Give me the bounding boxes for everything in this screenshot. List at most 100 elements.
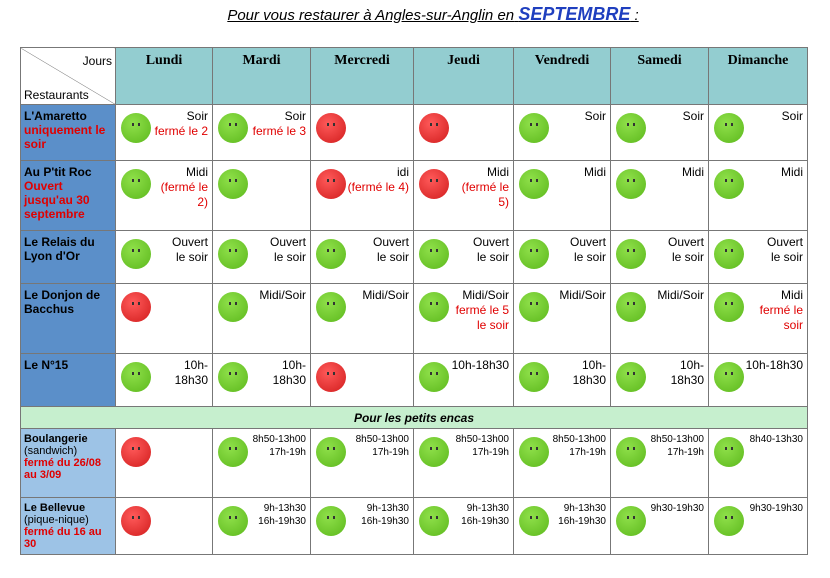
day-cell: Midi/Soir: [513, 283, 611, 354]
hours: Ouvert: [766, 235, 803, 249]
closing-note: fermé le 2: [154, 124, 208, 138]
restaurant-cell: Au P'tit Roc Ouvert jusqu'au 30 septembre: [20, 160, 116, 231]
hours: 10h-18h30: [670, 358, 704, 387]
cell-text: Midi: [611, 161, 708, 180]
hours: 16h-19h30: [361, 516, 409, 527]
day-cell: [115, 497, 213, 555]
hours: 9h-13h30: [466, 503, 509, 514]
cell-text: Ouvert le soir: [414, 231, 513, 265]
cell-text: Ouvert le soir: [709, 231, 807, 265]
restaurant-name: Le Donjon de Bacchus: [24, 288, 100, 316]
snack-note: fermé du 26/08 au 3/09: [24, 457, 102, 481]
closed-icon: [316, 362, 346, 392]
day-cell: 8h50-13h00 17h-19h: [212, 428, 311, 498]
hours: le soir: [175, 250, 208, 264]
hours: 17h-19h: [269, 447, 306, 458]
day-header: Lundi: [115, 47, 213, 105]
open-icon: [714, 437, 744, 467]
cell-text: 9h-13h30 16h-19h30: [414, 498, 513, 528]
open-icon: [218, 239, 248, 269]
hours: 16h-19h30: [558, 516, 606, 527]
day-cell: Midi/Soir: [310, 283, 414, 354]
hours: Soir: [781, 109, 803, 123]
cell-text: Midi/Soir: [514, 284, 610, 303]
open-icon: [519, 239, 549, 269]
cell-text: Ouvert le soir: [611, 231, 708, 265]
day-cell: [115, 283, 213, 354]
hours: 9h-13h30: [263, 503, 306, 514]
open-icon: [519, 437, 549, 467]
restaurant-note: Ouvert jusqu'au 30 septembre: [24, 179, 90, 221]
closing-note: fermé le 5 le soir: [455, 303, 509, 332]
restaurant-name: Le N°15: [24, 358, 69, 372]
day-cell: 8h50-13h00 17h-19h: [413, 428, 514, 498]
cell-text: 9h30-19h30: [611, 498, 708, 515]
restaurant-row: L'Amaretto uniquement le soir Soir fermé le…: [20, 104, 808, 161]
cell-text: 9h-13h30 16h-19h30: [213, 498, 310, 528]
cell-text: 10h-18h30: [414, 354, 513, 373]
hours: 8h50-13h00: [455, 434, 509, 445]
open-icon: [316, 292, 346, 322]
open-icon: [519, 506, 549, 536]
restaurant-row: Le N°15 10h-18h30 10h-18h30 10h-18h30 10h-18…: [20, 353, 808, 407]
day-cell: 9h30-19h30: [610, 497, 709, 555]
snack-name: Le Bellevue: [24, 502, 86, 514]
cell-text: 10h-18h30: [514, 354, 610, 388]
corner-cell: Jours Restaurants: [20, 47, 116, 105]
cell-text: [414, 105, 513, 109]
day-cell: Soir: [610, 104, 709, 161]
hours: 10h-18h30: [451, 358, 509, 372]
day-cell: [310, 104, 414, 161]
snack-note: fermé du 16 au 30: [24, 526, 102, 550]
open-icon: [616, 169, 646, 199]
day-cell: 10h-18h30: [708, 353, 808, 407]
closed-icon: [316, 169, 346, 199]
open-icon: [419, 292, 449, 322]
day-cell: Midi/Soir: [610, 283, 709, 354]
day-cell: Soir: [513, 104, 611, 161]
day-cell: Ouvert le soir: [115, 230, 213, 284]
restaurant-row: Au P'tit Roc Ouvert jusqu'au 30 septembre…: [20, 160, 808, 231]
closing-note: fermé le soir: [759, 303, 803, 332]
closing-note: (fermé le 4): [347, 180, 409, 194]
section-row: Pour les petits encas: [20, 406, 808, 429]
hours: 8h50-13h00: [552, 434, 606, 445]
cell-text: 9h30-19h30: [709, 498, 807, 515]
cell-text: 8h50-13h00 17h-19h: [311, 429, 413, 459]
restaurant-name: L'Amaretto: [24, 109, 87, 123]
cell-text: 10h-18h30: [709, 354, 807, 373]
closing-note: (fermé le 5): [461, 180, 509, 209]
day-cell: Midi (fermé le 5): [413, 160, 514, 231]
cell-text: 10h-18h30: [611, 354, 708, 388]
day-cell: Midi: [513, 160, 611, 231]
open-icon: [218, 506, 248, 536]
hours: 16h-19h30: [258, 516, 306, 527]
hours: 10h-18h30: [272, 358, 306, 387]
restaurant-note: uniquement le soir: [24, 123, 106, 151]
cell-text: Midi/Soir: [611, 284, 708, 303]
hours: Midi/Soir: [462, 288, 509, 302]
day-cell: Midi/Soir fermé le 5 le soir: [413, 283, 514, 354]
day-cell: Midi: [708, 160, 808, 231]
day-cell: 9h-13h30 16h-19h30: [310, 497, 414, 555]
open-icon: [714, 169, 744, 199]
corner-restaurants: Restaurants: [24, 88, 89, 102]
day-cell: Ouvert le soir: [310, 230, 414, 284]
cell-text: [311, 105, 413, 109]
cell-text: Midi/Soir fermé le 5 le soir: [414, 284, 513, 333]
open-icon: [316, 506, 346, 536]
day-cell: Midi/Soir: [212, 283, 311, 354]
open-icon: [121, 169, 151, 199]
snack-name: Boulangerie: [24, 433, 88, 445]
day-header: Mercredi: [310, 47, 414, 105]
hours: 9h-13h30: [563, 503, 606, 514]
open-icon: [218, 362, 248, 392]
hours: 10h-18h30: [572, 358, 606, 387]
hours: Midi: [780, 165, 803, 179]
hours: 8h50-13h00: [650, 434, 704, 445]
hours: Midi: [583, 165, 606, 179]
open-icon: [121, 362, 151, 392]
hours: idi: [396, 165, 409, 179]
cell-text: Soir: [709, 105, 807, 124]
cell-text: [213, 161, 310, 165]
